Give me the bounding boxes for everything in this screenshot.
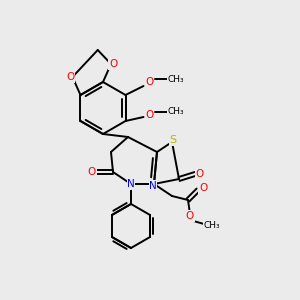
Text: O: O — [146, 77, 154, 87]
Text: O: O — [186, 211, 194, 221]
Text: CH₃: CH₃ — [167, 107, 184, 116]
Text: CH₃: CH₃ — [204, 221, 220, 230]
Text: O: O — [88, 167, 96, 177]
Text: N: N — [127, 179, 135, 189]
Text: N: N — [149, 181, 157, 191]
Text: O: O — [109, 59, 117, 69]
Text: O: O — [66, 72, 75, 82]
Text: O: O — [199, 183, 207, 193]
Text: O: O — [196, 169, 204, 179]
Text: O: O — [146, 110, 154, 120]
Text: CH₃: CH₃ — [167, 74, 184, 83]
Text: S: S — [169, 135, 177, 145]
